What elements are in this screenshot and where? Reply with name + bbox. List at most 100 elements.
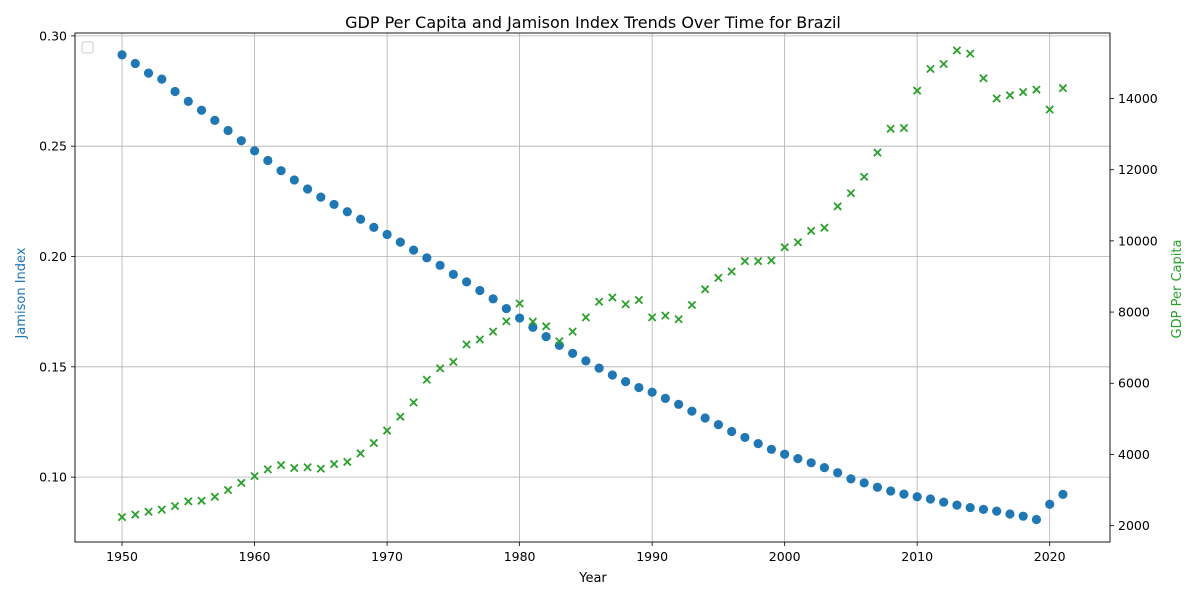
gdp-per-capita-point	[435, 364, 445, 373]
gdp-per-capita-point	[303, 463, 312, 472]
jamison-index-point	[515, 313, 525, 323]
jamison-index-point	[952, 500, 962, 510]
gdp-per-capita-point	[979, 73, 988, 83]
jamison-index-point	[965, 502, 975, 513]
jamison-index-point	[395, 237, 405, 247]
gdp-per-capita-point	[502, 317, 511, 326]
jamison-index-point	[568, 348, 578, 358]
gdp-per-capita-point	[939, 59, 948, 69]
jamison-index-point	[488, 294, 498, 304]
jamison-index-point	[342, 207, 352, 217]
gdp-per-capita-point	[356, 449, 365, 458]
jamison-index-point	[740, 432, 750, 443]
jamison-index-point	[263, 155, 273, 166]
gdp-per-capita-point	[952, 46, 962, 55]
gdp-per-capita-point	[449, 357, 458, 367]
grid-lines	[75, 33, 1110, 542]
jamison-index-point	[727, 426, 737, 437]
jamison-index-point	[462, 277, 472, 287]
jamison-index-point	[329, 199, 339, 210]
gdp-per-capita-point	[396, 412, 405, 421]
gdp-per-capita-point	[409, 398, 418, 407]
x-axis-label: Year	[578, 571, 607, 586]
jamison-index-point	[276, 166, 286, 176]
right-y-tick-label: 4000	[1118, 447, 1150, 462]
gdp-per-capita-point	[422, 375, 432, 384]
jamison-index-point	[369, 222, 379, 232]
gdp-per-capita-point	[1018, 87, 1028, 97]
gdp-per-capita-point	[608, 293, 617, 302]
x-tick-label: 2020	[1034, 549, 1066, 564]
gdp-per-capita-point	[197, 496, 206, 505]
jamison-index-point	[196, 105, 207, 115]
jamison-index-point	[872, 482, 883, 492]
gdp-per-capita-point	[647, 313, 657, 322]
jamison-index-point	[475, 285, 485, 296]
gdp-per-capita-point	[343, 457, 352, 467]
jamison-index-point	[992, 506, 1002, 516]
jamison-index-point	[621, 376, 631, 387]
gdp-per-capita-point	[767, 256, 776, 265]
jamison-index-point	[660, 393, 670, 403]
gdp-per-capita-point	[170, 501, 180, 511]
jamison-index-point	[674, 399, 684, 409]
gdp-per-capita-point	[873, 148, 882, 157]
jamison-index-point	[806, 458, 816, 468]
jamison-index-point	[978, 504, 989, 514]
gdp-per-capita-point	[926, 64, 935, 74]
gdp-per-capita-point	[541, 322, 551, 331]
jamison-index-point	[925, 494, 936, 504]
gdp-per-capita-point	[475, 335, 485, 344]
gdp-per-capita-point	[369, 438, 379, 448]
left-y-tick-label: 0.15	[39, 359, 67, 374]
jamison-index-point	[766, 444, 777, 454]
jamison-index-point	[130, 58, 140, 69]
gdp-per-capita-point	[846, 188, 856, 198]
gdp-per-capita-point	[276, 460, 286, 470]
right-y-tick-label: 12000	[1118, 162, 1158, 177]
right-y-tick-label: 8000	[1118, 305, 1150, 320]
gdp-per-capita-point	[621, 299, 630, 309]
jamison-index-point	[886, 486, 896, 496]
gdp-per-capita-point	[223, 485, 233, 495]
jamison-index-point	[846, 474, 856, 484]
jamison-index-point	[939, 497, 949, 507]
gdp-per-capita-point	[780, 243, 789, 252]
gdp-per-capita-point	[528, 317, 538, 326]
gdp-per-capita-point	[316, 464, 326, 473]
jamison-index-point	[793, 454, 803, 464]
jamison-index-point	[183, 96, 193, 106]
jamison-index-point	[1058, 489, 1068, 499]
gdp-per-capita-point	[117, 512, 127, 522]
gdp-per-capita-point	[237, 478, 246, 488]
jamison-index-point	[249, 146, 260, 156]
jamison-index-point	[541, 331, 551, 342]
jamison-index-point	[302, 184, 313, 194]
gdp-per-capita-point	[727, 267, 736, 276]
left-y-axis-label: Jamison Index	[14, 247, 29, 339]
gdp-per-capita-point	[687, 300, 697, 310]
gdp-per-capita-point	[263, 465, 273, 474]
gdp-per-capita-point	[488, 327, 498, 336]
x-tick-label: 1970	[371, 549, 403, 564]
gdp-per-capita-point	[131, 510, 140, 519]
gdp-per-capita-point	[912, 86, 922, 95]
right-y-tick-label: 14000	[1118, 91, 1158, 106]
right-y-axis-label: GDP Per Capita	[1170, 240, 1185, 339]
gdp-per-capita-point	[594, 297, 604, 306]
gdp-per-capita-point	[820, 223, 829, 232]
jamison-index-point	[170, 86, 180, 97]
jamison-index-point	[687, 406, 697, 416]
gdp-per-capita-point	[753, 256, 763, 266]
jamison-index-point	[157, 74, 167, 84]
gdp-per-capita-point	[581, 313, 591, 322]
jamison-index-point	[634, 382, 644, 393]
gdp-per-capita-point	[462, 340, 471, 349]
jamison-index-point	[1005, 509, 1015, 519]
gdp-per-capita-point	[899, 123, 909, 133]
jamison-index-point	[355, 214, 366, 224]
gdp-per-capita-point	[965, 49, 975, 58]
jamison-index-point	[899, 489, 909, 499]
